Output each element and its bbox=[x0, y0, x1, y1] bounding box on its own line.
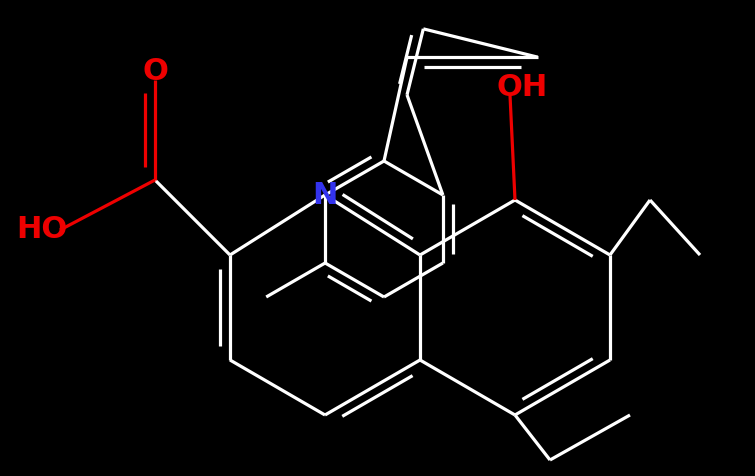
Text: OH: OH bbox=[496, 72, 547, 101]
Text: N: N bbox=[313, 180, 337, 209]
Text: O: O bbox=[142, 58, 168, 87]
Text: HO: HO bbox=[17, 216, 68, 245]
